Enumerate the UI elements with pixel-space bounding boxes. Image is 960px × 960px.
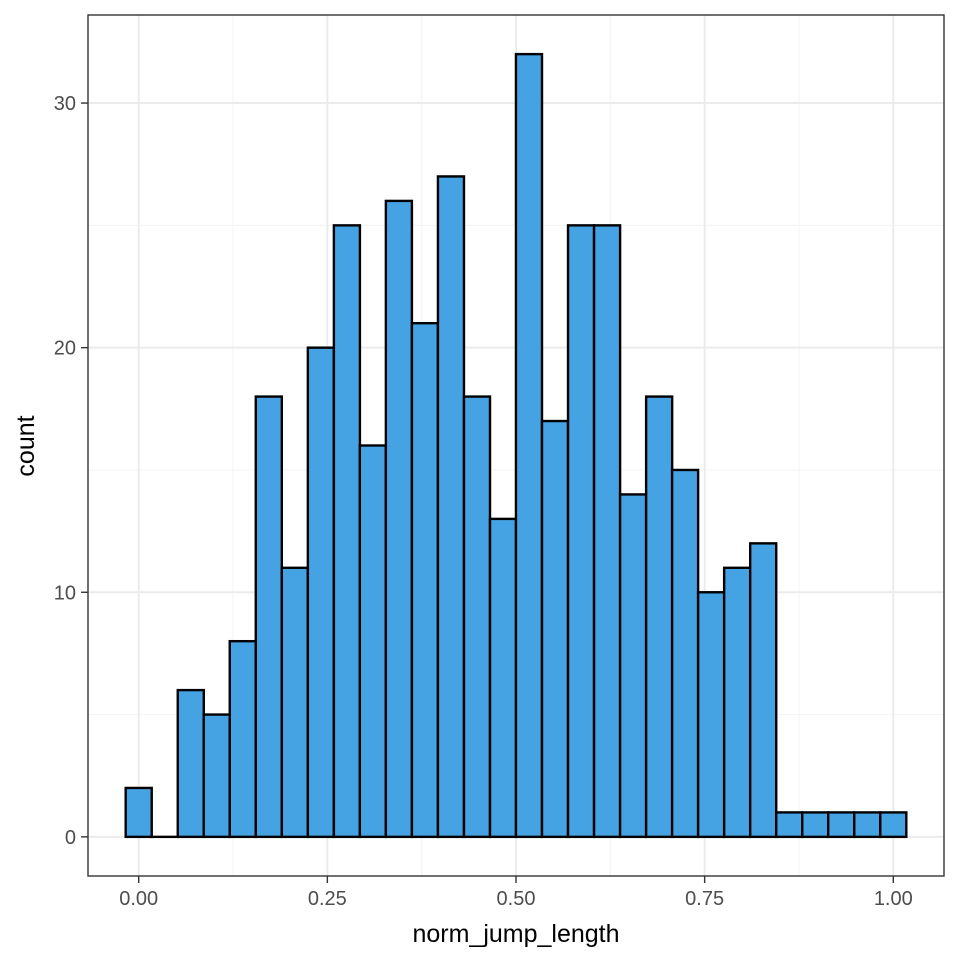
histogram-bar-20 bbox=[644, 395, 674, 839]
histogram-bar-28 bbox=[853, 811, 882, 839]
histogram-bar-8 bbox=[332, 224, 362, 839]
x-tick-label: 0.50 bbox=[497, 888, 536, 910]
histogram-bar-24 bbox=[748, 542, 778, 839]
histogram-bar-9 bbox=[358, 444, 388, 839]
x-tick-label: 1.00 bbox=[874, 888, 913, 910]
histogram-bar-22 bbox=[696, 591, 726, 839]
histogram-bar-29 bbox=[879, 811, 908, 839]
histogram-bars bbox=[124, 52, 908, 839]
y-axis-title: count bbox=[12, 415, 40, 476]
x-axis-title: norm_jump_length bbox=[412, 920, 619, 948]
histogram-bar-4 bbox=[228, 639, 257, 839]
histogram-bar-10 bbox=[384, 199, 414, 839]
histogram-bar-12 bbox=[436, 175, 466, 839]
histogram-bar-5 bbox=[254, 395, 284, 839]
histogram-bar-21 bbox=[670, 468, 700, 839]
y-axis: 0 10 20 30 bbox=[54, 93, 88, 849]
y-tick-label: 20 bbox=[54, 338, 76, 360]
histogram-bar-23 bbox=[722, 566, 752, 839]
histogram-bar-16 bbox=[540, 419, 570, 839]
histogram-bar-26 bbox=[801, 811, 830, 839]
y-tick-label: 30 bbox=[54, 93, 76, 115]
histogram-bar-3 bbox=[202, 713, 231, 839]
histogram-bar-18 bbox=[592, 224, 622, 839]
histogram-bar-17 bbox=[566, 224, 596, 839]
histogram-bar-6 bbox=[280, 566, 310, 839]
x-tick-label: 0.00 bbox=[119, 888, 158, 910]
x-tick-label: 0.25 bbox=[308, 888, 347, 910]
histogram-bar-15 bbox=[514, 52, 544, 839]
histogram-bar-25 bbox=[775, 811, 804, 839]
histogram-bar-13 bbox=[462, 395, 492, 839]
y-tick-label: 0 bbox=[65, 827, 76, 849]
histogram-bar-27 bbox=[827, 811, 856, 839]
histogram-bar-11 bbox=[410, 321, 440, 839]
y-tick-label: 10 bbox=[54, 582, 76, 604]
histogram-bar-19 bbox=[618, 493, 648, 839]
histogram-bar-2 bbox=[176, 688, 205, 839]
histogram-bar-7 bbox=[306, 346, 336, 839]
histogram-bar-0 bbox=[124, 786, 153, 839]
x-axis: 0.00 0.25 0.50 0.75 1.00 bbox=[119, 876, 913, 910]
x-tick-label: 0.75 bbox=[685, 888, 724, 910]
histogram-bar-14 bbox=[488, 517, 518, 839]
